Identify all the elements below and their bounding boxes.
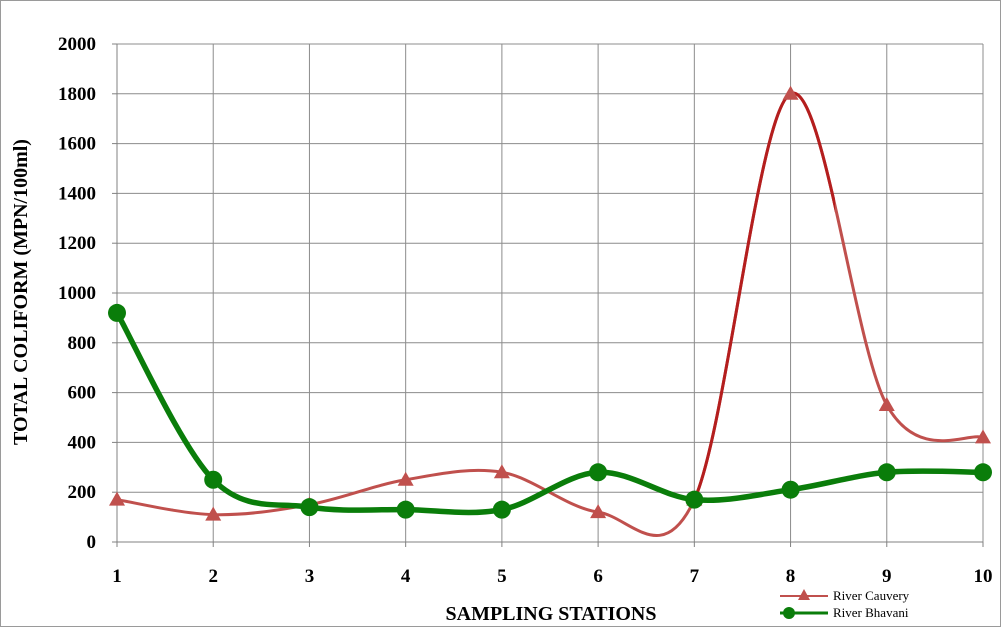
data-point-river-bhavani — [492, 500, 511, 519]
x-tick-label: 7 — [690, 566, 700, 587]
legend-item-river-cauvery: River Cauvery — [780, 588, 910, 603]
markers — [108, 85, 992, 521]
y-tick-label: 600 — [68, 383, 97, 404]
data-point-river-bhavani — [685, 490, 704, 509]
axes — [112, 43, 984, 547]
data-point-river-cauvery — [590, 504, 607, 519]
legend-triangle-marker — [798, 589, 810, 600]
x-tick-label: 10 — [974, 566, 993, 587]
series-line-river-cauvery — [116, 92, 984, 537]
x-tick-label: 9 — [882, 566, 892, 587]
data-point-river-cauvery — [493, 464, 510, 479]
data-point-river-bhavani — [781, 480, 800, 499]
legend: River Cauvery River Bhavani — [780, 588, 910, 620]
data-point-river-bhavani — [877, 463, 896, 482]
y-tick-labels: 0 200 400 600 800 1000 1200 1400 1600 1800 2000 — [58, 34, 96, 553]
y-tick-label: 2000 — [58, 34, 96, 55]
series-line-peak-river-cauvery — [695, 92, 835, 502]
legend-label-river-bhavani: River Bhavani — [833, 605, 909, 620]
y-tick-label: 0 — [87, 532, 97, 553]
data-point-river-cauvery — [109, 491, 125, 506]
series — [114, 92, 984, 537]
y-tick-label: 800 — [68, 333, 97, 354]
x-tick-label: 6 — [593, 566, 603, 587]
legend-circle-marker — [783, 607, 795, 619]
y-tick-label: 1600 — [58, 134, 96, 155]
data-point-river-cauvery — [975, 429, 991, 444]
x-tick-label: 4 — [401, 566, 411, 587]
series-line-river-bhavani — [114, 311, 984, 516]
data-point-river-bhavani — [974, 463, 992, 482]
x-axis-title: SAMPLING STATIONS — [446, 603, 657, 625]
legend-label-river-cauvery: River Cauvery — [833, 588, 910, 603]
data-point-river-bhavani — [300, 498, 319, 517]
gridlines — [116, 43, 984, 542]
data-point-river-cauvery — [782, 85, 799, 100]
data-point-river-cauvery — [205, 506, 222, 521]
data-point-river-bhavani — [204, 470, 223, 489]
x-tick-labels: 1 2 3 4 5 6 7 8 9 10 — [112, 566, 992, 587]
y-tick-label: 200 — [68, 482, 97, 503]
y-tick-label: 1000 — [58, 283, 96, 304]
x-tick-label: 1 — [112, 566, 122, 587]
x-tick-label: 3 — [305, 566, 315, 587]
data-point-river-bhavani — [589, 463, 608, 482]
y-tick-label: 1200 — [58, 233, 96, 254]
x-tick-label: 2 — [208, 566, 218, 587]
data-point-river-cauvery — [878, 397, 895, 412]
x-tick-label: 8 — [786, 566, 796, 587]
y-tick-label: 1400 — [58, 183, 96, 204]
y-tick-label: 400 — [68, 432, 97, 453]
data-point-river-bhavani — [396, 500, 415, 519]
data-point-river-cauvery — [397, 471, 414, 486]
x-tick-label: 5 — [497, 566, 507, 587]
data-point-river-bhavani — [108, 303, 126, 322]
y-axis-title: TOTAL COLIFORM (MPN/100ml) — [10, 139, 32, 445]
y-tick-label: 1800 — [58, 84, 96, 105]
legend-item-river-bhavani: River Bhavani — [780, 605, 909, 620]
